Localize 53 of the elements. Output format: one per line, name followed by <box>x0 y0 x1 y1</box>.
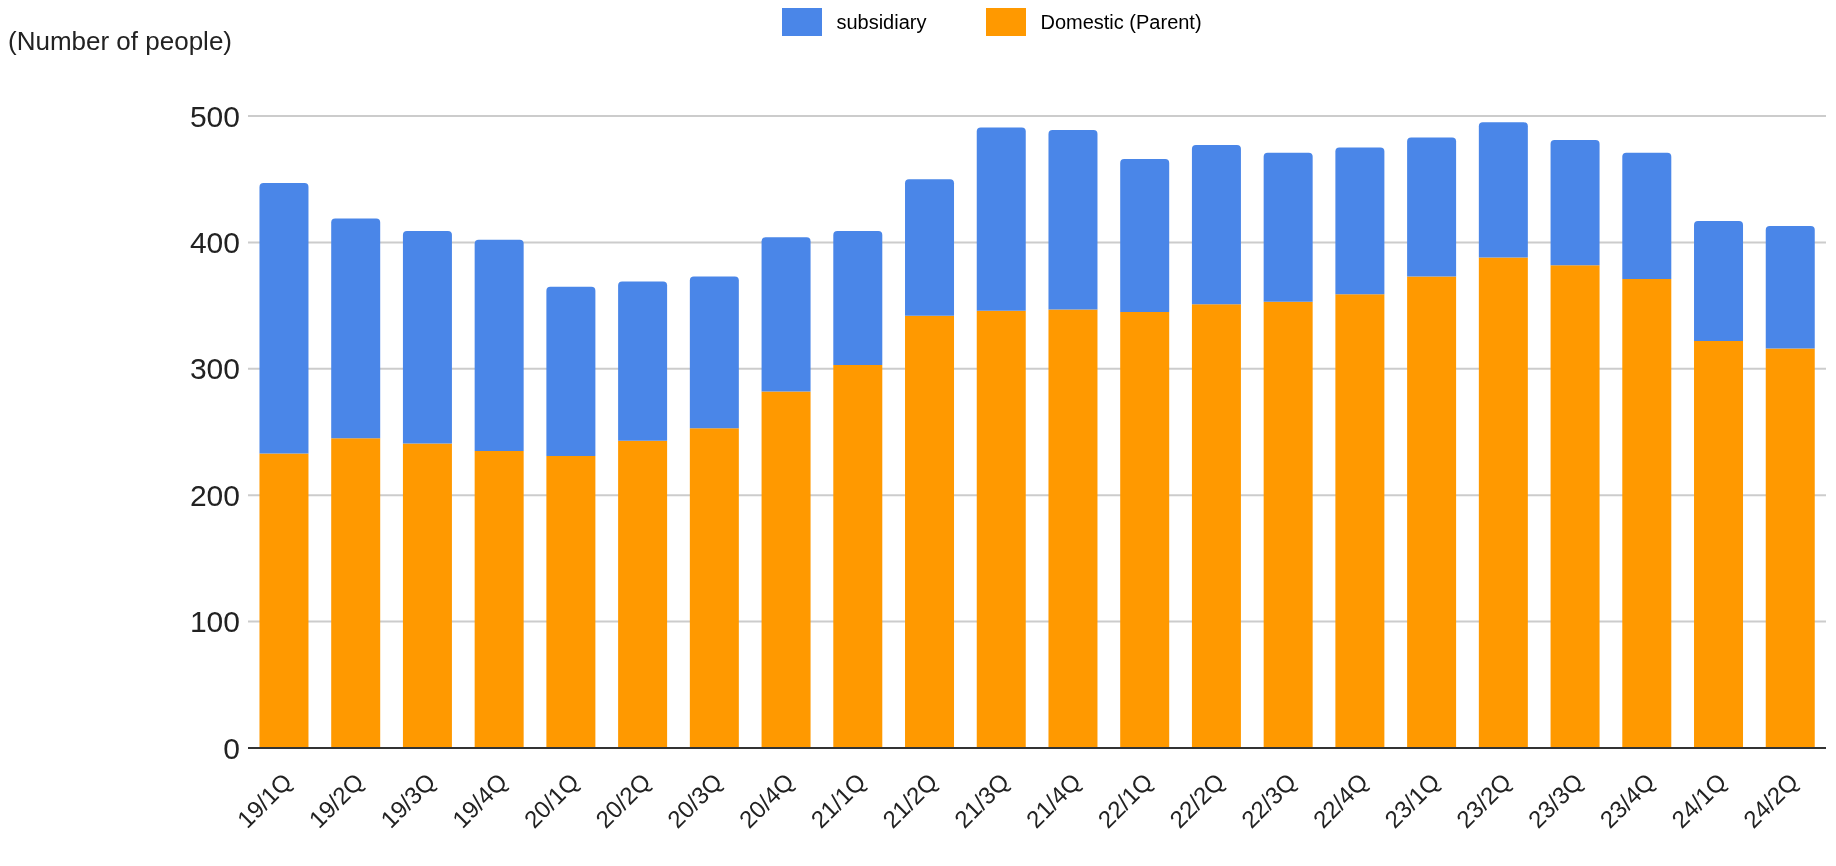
bar <box>1191 145 1241 305</box>
bar <box>1120 311 1170 748</box>
y-axis-title: (Number of people) <box>8 26 232 57</box>
y-tick-label: 500 <box>189 99 240 133</box>
bar <box>1622 152 1672 280</box>
y-tick-label: 0 <box>223 731 240 765</box>
y-tick-label: 200 <box>189 478 240 512</box>
bar <box>905 315 955 748</box>
bar <box>1263 152 1313 302</box>
bar <box>1765 225 1815 349</box>
bar <box>1478 122 1528 258</box>
bar <box>689 276 739 429</box>
bar <box>1263 301 1313 748</box>
bar <box>259 453 309 748</box>
bar <box>1191 304 1241 748</box>
bar <box>618 281 668 441</box>
bar <box>1407 276 1457 748</box>
y-tick-label: 400 <box>189 226 240 260</box>
bar <box>1550 140 1600 266</box>
bar <box>1622 279 1672 748</box>
bar <box>546 286 596 457</box>
bar <box>1048 129 1098 310</box>
bar <box>1335 294 1385 748</box>
bar <box>402 443 452 748</box>
bar <box>1048 309 1098 748</box>
bar <box>976 310 1026 748</box>
bar <box>1550 265 1600 748</box>
bar <box>1407 137 1457 277</box>
bar <box>331 438 381 748</box>
bar <box>1478 257 1528 748</box>
bar <box>976 127 1026 311</box>
bar <box>259 182 309 454</box>
legend-label: Domestic (Parent) <box>1040 10 1202 34</box>
bar <box>618 440 668 748</box>
bar <box>474 239 524 451</box>
y-tick-label: 100 <box>189 605 240 639</box>
y-tick-label: 300 <box>189 352 240 386</box>
bar <box>689 428 739 748</box>
bar <box>1694 340 1744 748</box>
bar <box>402 231 452 444</box>
bar <box>474 450 524 748</box>
bar <box>833 365 883 748</box>
bar <box>1694 220 1744 341</box>
legend-label: subsidiary <box>836 10 927 34</box>
bar <box>761 237 811 392</box>
bar <box>761 391 811 748</box>
bar <box>546 456 596 748</box>
bar <box>1765 348 1815 748</box>
bar <box>1335 147 1385 295</box>
bar <box>1120 158 1170 312</box>
bar <box>331 218 381 439</box>
bar <box>833 231 883 366</box>
bar <box>905 179 955 316</box>
